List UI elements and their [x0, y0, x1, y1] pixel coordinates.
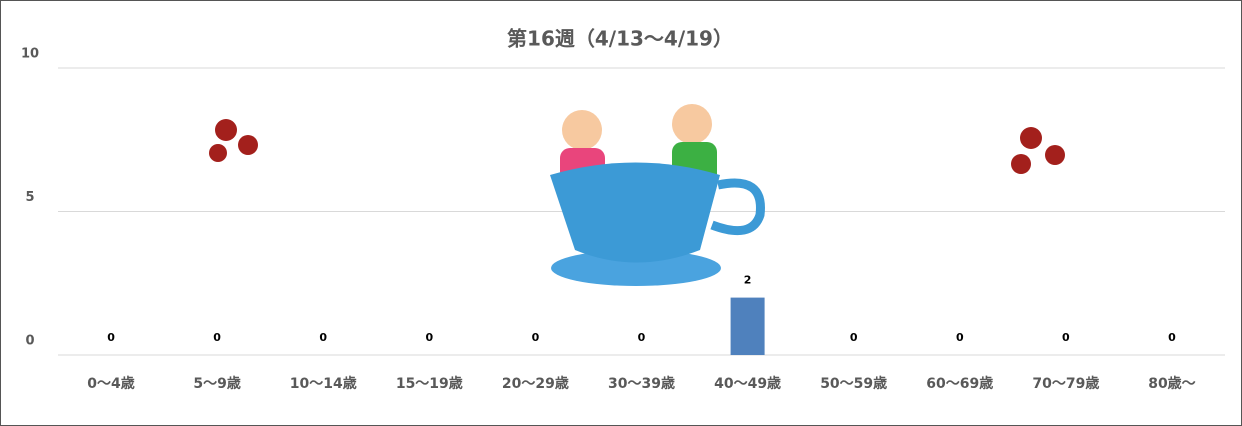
value-label: 0 [956, 331, 964, 344]
x-tick-label: 30〜39歳 [608, 375, 675, 392]
x-tick-label: 50〜59歳 [820, 375, 887, 392]
value-label: 0 [425, 331, 433, 344]
bar [731, 298, 765, 355]
x-tick-label: 20〜29歳 [502, 375, 569, 392]
x-tick-label: 70〜79歳 [1032, 375, 1099, 392]
x-tick-label: 5〜9歳 [193, 375, 240, 392]
value-label: 0 [1062, 331, 1070, 344]
x-tick-label: 40〜49歳 [714, 375, 781, 392]
y-tick-label: 5 [25, 190, 34, 205]
value-label: 0 [107, 331, 115, 344]
x-tick-label: 80歳〜 [1148, 375, 1195, 392]
chart-title: 第16週（4/13〜4/19） [507, 27, 733, 51]
value-label: 0 [850, 331, 858, 344]
value-label: 0 [213, 331, 221, 344]
value-label: 0 [1168, 331, 1176, 344]
value-label: 2 [744, 274, 752, 287]
x-tick-label: 0〜4歳 [87, 375, 134, 392]
y-tick-label: 10 [21, 47, 39, 62]
x-tick-label: 15〜19歳 [396, 375, 463, 392]
x-tick-label: 60〜69歳 [926, 375, 993, 392]
value-label: 0 [532, 331, 540, 344]
chart: 第16週（4/13〜4/19） 0 5 10 0〜4歳 0 5〜9歳 0 10〜14歳 0 15〜… [0, 0, 1242, 426]
x-tick-label: 10〜14歳 [290, 375, 357, 392]
value-label: 0 [319, 331, 327, 344]
value-label: 0 [638, 331, 646, 344]
y-tick-label: 0 [25, 334, 34, 349]
